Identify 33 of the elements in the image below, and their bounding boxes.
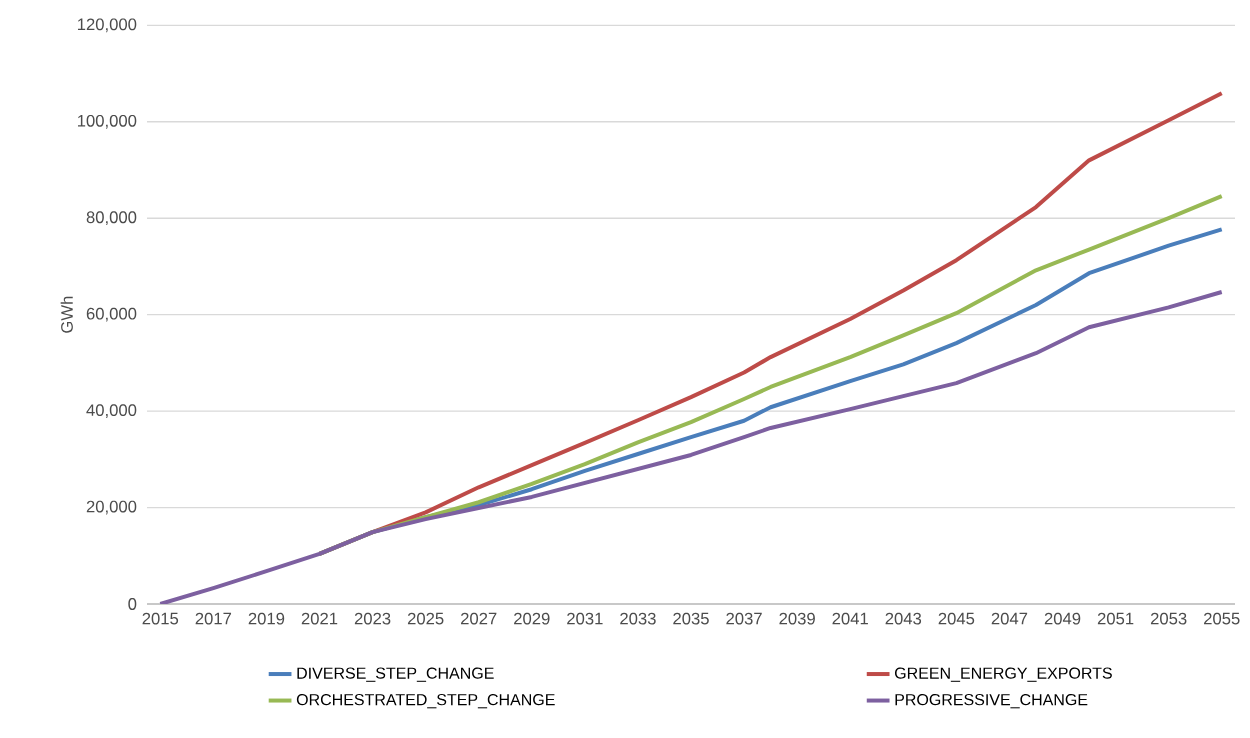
- y-tick-label: 60,000: [86, 307, 137, 322]
- x-tick-label: 2051: [1097, 612, 1134, 625]
- y-tick-label: 80,000: [86, 211, 137, 226]
- y-axis-title: GWh: [60, 296, 73, 333]
- y-tick-label: 20,000: [86, 500, 137, 515]
- y-tick-label: 0: [128, 598, 137, 610]
- x-tick-label: 2047: [991, 612, 1028, 625]
- x-tick-label: 2019: [248, 612, 285, 625]
- legend-label: GREEN_ENERGY_EXPORTS: [894, 667, 1112, 682]
- x-tick-label: 2039: [779, 612, 815, 625]
- x-tick-label: 2037: [726, 612, 762, 625]
- legend-label: ORCHESTRATED_STEP_CHANGE: [296, 693, 555, 709]
- y-tick-label: 40,000: [86, 404, 137, 418]
- x-tick-label: 2031: [567, 612, 603, 625]
- x-tick-label: 2049: [1044, 612, 1081, 625]
- x-tick-label: 2035: [673, 612, 709, 625]
- legend-label: DIVERSE_STEP_CHANGE: [297, 667, 494, 682]
- x-tick-label: 2015: [142, 612, 179, 625]
- x-tick-label: 2053: [1150, 612, 1187, 625]
- x-tick-label: 2033: [620, 612, 656, 625]
- x-tick-label: 2041: [832, 612, 868, 625]
- y-tick-label: 100,000: [77, 114, 137, 129]
- x-tick-label: 2043: [885, 612, 922, 625]
- x-tick-label: 2045: [938, 612, 975, 625]
- x-tick-label: 2027: [461, 612, 497, 625]
- x-tick-label: 2025: [407, 612, 444, 625]
- x-tick-label: 2017: [195, 612, 232, 625]
- x-tick-label: 2023: [354, 612, 391, 625]
- x-tick-label: 2021: [301, 612, 338, 625]
- legend-label: PROGRESSIVE_CHANGE: [895, 693, 1088, 709]
- y-tick-label: 120,000: [77, 18, 137, 33]
- x-tick-label: 2029: [514, 612, 550, 625]
- x-tick-label: 2055: [1204, 612, 1240, 625]
